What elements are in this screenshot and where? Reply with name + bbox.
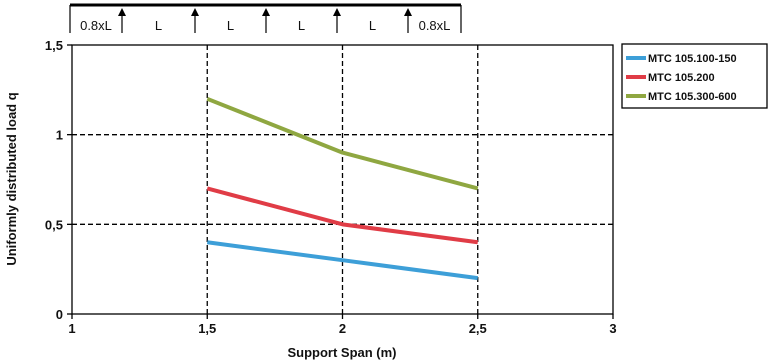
beam-segment-label: 0.8xL: [419, 18, 451, 33]
y-tick-label: 1,5: [45, 38, 63, 53]
x-tick-label: 1: [68, 321, 75, 336]
x-tick-label: 3: [609, 321, 616, 336]
support-arrow: [118, 8, 126, 16]
series-line: [206, 240, 479, 281]
x-tick-label: 2: [339, 321, 346, 336]
y-axis-ticks: 0 0,5 1 1,5: [45, 38, 72, 322]
x-axis-ticks: 1 1,5 2 2,5 3: [68, 314, 617, 336]
y-tick-label: 0,5: [45, 217, 63, 232]
legend-label: MTC 105.300-600: [648, 91, 737, 103]
y-tick-label: 0: [56, 307, 63, 322]
series-lines: [206, 96, 479, 281]
legend: MTC 105.100-150 MTC 105.200 MTC 105.300-60…: [626, 53, 737, 103]
beam-segment-label: L: [227, 18, 234, 33]
support-arrow: [262, 8, 270, 16]
support-arrow: [333, 8, 341, 16]
y-tick-label: 1: [56, 128, 63, 143]
beam-diagram: 0.8xL L L L L 0.8xL: [69, 3, 462, 33]
support-arrow: [404, 8, 412, 16]
legend-box: [621, 43, 768, 109]
support-arrow: [191, 8, 199, 16]
series-line: [206, 186, 479, 245]
beam-segment-label: 0.8xL: [80, 18, 112, 33]
legend-label: MTC 105.100-150: [648, 53, 737, 65]
series-line: [206, 96, 479, 191]
legend-label: MTC 105.200: [648, 72, 715, 84]
y-axis-title: Uniformly distributed load q: [4, 92, 19, 265]
beam-segment-label: L: [298, 18, 305, 33]
beam-segment-label: L: [369, 18, 376, 33]
grid-lines: [72, 45, 613, 314]
beam-segment-label: L: [155, 18, 162, 33]
x-tick-label: 1,5: [198, 321, 216, 336]
x-axis-title: Support Span (m): [287, 345, 396, 360]
x-tick-label: 2,5: [469, 321, 487, 336]
